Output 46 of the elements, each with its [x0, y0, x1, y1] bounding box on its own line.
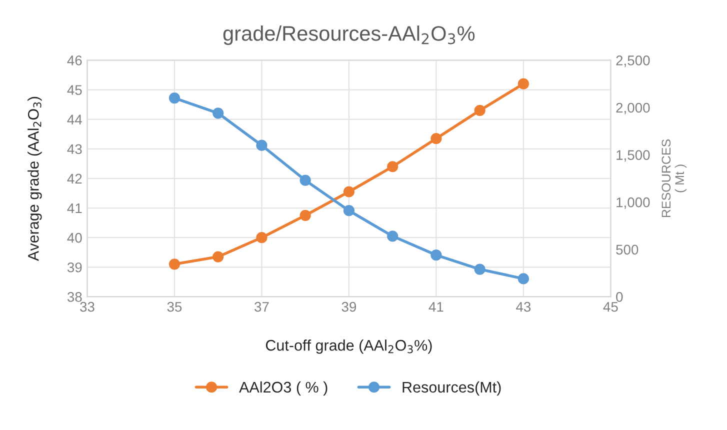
point	[168, 92, 180, 104]
point	[300, 174, 311, 186]
y2-tick-label: 2,000	[616, 102, 650, 114]
x-tick-label: 45	[603, 302, 618, 312]
y2-axis-title: RESOURCES ( Mt )	[662, 139, 687, 218]
y2-tick-label: 0	[616, 292, 623, 302]
point	[387, 230, 398, 242]
y2-tick-label: 1,000	[616, 197, 650, 209]
x-tick-label: 39	[342, 302, 356, 312]
y-tick-label: 41	[67, 203, 82, 214]
point	[212, 251, 224, 262]
y-tick-label: 42	[67, 174, 82, 184]
y-axis-title: Average grade (AAl$_{2}$O$_{3}$)	[28, 96, 42, 261]
y-tick-label: 38	[67, 292, 82, 302]
legend-label: Resources(Mt)	[402, 381, 501, 396]
x-tick-label: 37	[254, 302, 269, 312]
point	[343, 186, 355, 198]
point	[518, 78, 529, 90]
y-tick-label: 45	[67, 85, 82, 95]
legend-label: AAl2O3 ( % )	[239, 381, 328, 396]
x-tick-label: 41	[428, 302, 444, 312]
point	[430, 250, 442, 261]
point	[256, 232, 268, 244]
x-tick-label: 33	[80, 302, 94, 312]
y-tick-label: 39	[67, 262, 82, 272]
x-tick-label: 35	[167, 302, 182, 312]
point	[343, 205, 355, 216]
y2-tick-label: 2,500	[616, 56, 650, 68]
point	[518, 273, 529, 284]
y2-tick-label: 500	[616, 244, 638, 255]
point	[300, 210, 311, 221]
y-tick-label: 44	[67, 114, 82, 124]
chart-title: grade/Resources-AAl$_{2}$O$_{3}$%	[223, 26, 475, 45]
y2-tick-label: 1,500	[616, 150, 650, 162]
y-tick-label: 40	[67, 232, 82, 243]
y-tick-label: 43	[67, 144, 82, 154]
point	[212, 108, 224, 119]
point	[474, 104, 486, 116]
point	[256, 140, 268, 151]
point	[430, 132, 442, 144]
point	[387, 161, 398, 172]
y-tick-label: 46	[67, 56, 82, 66]
point	[168, 258, 180, 270]
x-axis-title: Cut-off grade (AAl$_{2}$O$_{3}$%)	[266, 340, 432, 354]
x-tick-label: 43	[516, 302, 531, 312]
point	[474, 264, 486, 275]
